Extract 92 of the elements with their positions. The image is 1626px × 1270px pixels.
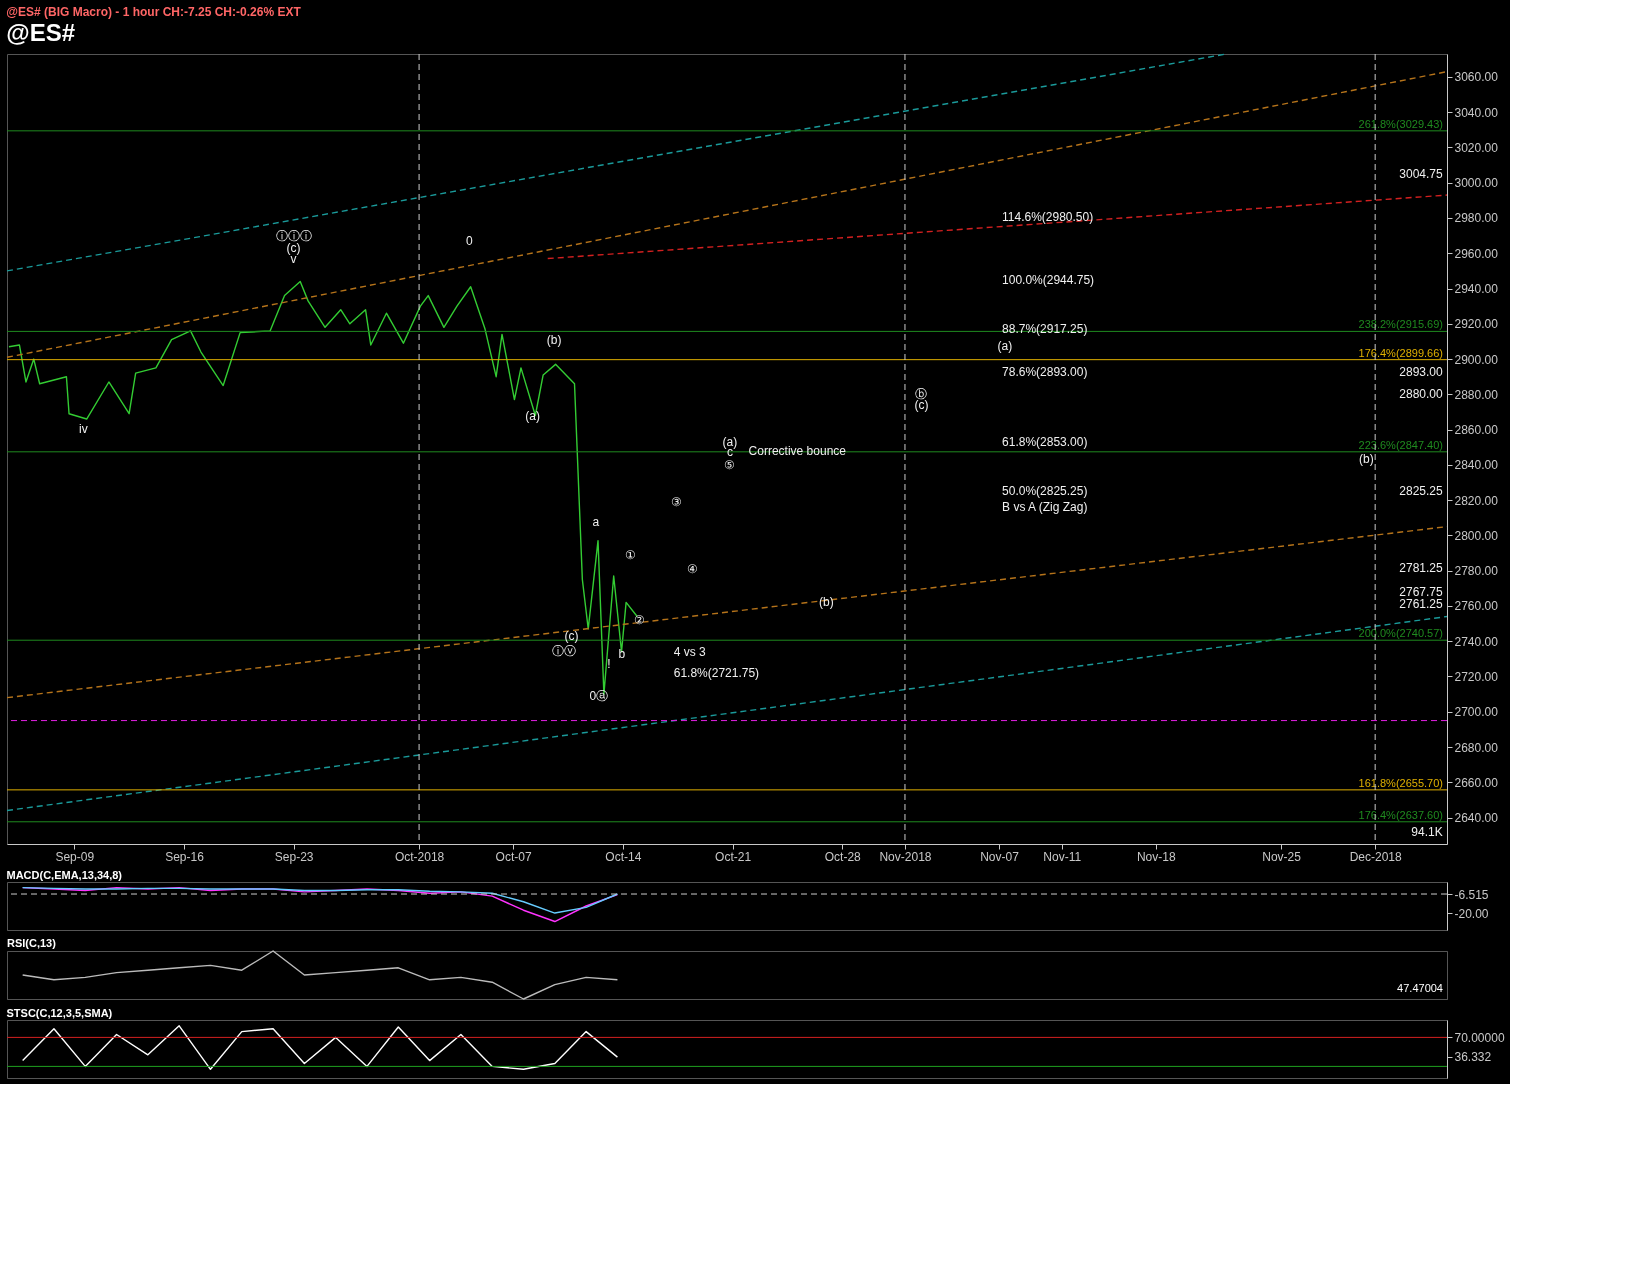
y-tick-label: 70.00000	[1454, 1030, 1505, 1045]
x-tick-label: Oct-28	[824, 849, 862, 864]
y-tick-label: 2740.00	[1454, 634, 1499, 649]
chart-subtitle: @ES#	[6, 19, 76, 47]
y-tick-label: 2720.00	[1454, 669, 1499, 684]
annotation: (b)	[819, 595, 834, 610]
annotation: iv	[78, 422, 88, 437]
annotation: 2767.75	[1399, 584, 1443, 599]
ref-line-label: 176.4%(2637.60)	[1358, 808, 1443, 821]
y-tick-label: 2680.00	[1454, 740, 1499, 755]
annotation: 2880.00	[1399, 387, 1443, 402]
annotation: 61.8%(2853.00)	[1002, 434, 1088, 449]
annotation: a	[592, 514, 600, 529]
x-tick-label: Nov-07	[980, 849, 1020, 864]
annotation: B vs A (Zig Zag)	[1002, 499, 1088, 514]
y-tick-label: 3020.00	[1454, 140, 1499, 155]
annotation: 0ⓐ	[589, 689, 609, 704]
y-tick-label: 2760.00	[1454, 599, 1499, 614]
y-tick-label: -6.515	[1454, 887, 1489, 902]
annotation: (c)	[564, 629, 579, 644]
y-tick-label: 2980.00	[1454, 211, 1499, 226]
x-tick-label: Sep-09	[55, 849, 95, 864]
x-tick-label: Oct-2018	[394, 849, 445, 864]
annotation: 2893.00	[1399, 364, 1443, 379]
y-tick-label: 3060.00	[1454, 70, 1499, 85]
y-tick-label: -20.00	[1454, 906, 1489, 921]
ref-line-label: 223.6%(2847.40)	[1358, 438, 1443, 451]
annotation: ⓘⓘⓘ	[275, 228, 312, 243]
annotation: 4 vs 3	[673, 645, 707, 660]
annotation: ⑤	[724, 457, 736, 472]
annotation: 2781.25	[1399, 561, 1443, 576]
y-tick-label: 2880.00	[1454, 387, 1499, 402]
x-tick-label: Dec-2018	[1349, 849, 1403, 864]
y-tick-label: 2900.00	[1454, 352, 1499, 367]
chart-title: MACD(C,EMA,13,34,8)	[6, 869, 123, 881]
x-tick-label: Nov-25	[1262, 849, 1302, 864]
annotation: ①	[625, 547, 637, 562]
x-tick-label: Nov-11	[1043, 849, 1082, 864]
y-tick-label: 2820.00	[1454, 493, 1499, 508]
chart-title: STSC(C,12,3,5,SMA)	[6, 1007, 113, 1019]
annotation: ③	[671, 494, 683, 509]
y-tick-label: 2660.00	[1454, 775, 1499, 790]
annotation: 61.8%(2721.75)	[673, 666, 760, 681]
annotation: 100.0%(2944.75)	[1002, 272, 1095, 287]
annotation: (a)	[997, 339, 1013, 354]
x-tick-label: Oct-07	[495, 849, 532, 864]
y-tick-label: 2780.00	[1454, 564, 1499, 579]
x-tick-label: Sep-23	[274, 849, 314, 864]
ref-line-label: 161.8%(2655.70)	[1358, 776, 1443, 789]
x-tick-label: Nov-2018	[879, 849, 932, 864]
x-tick-label: Nov-18	[1136, 849, 1176, 864]
annotation: 3004.75	[1399, 167, 1443, 182]
y-tick-label: 2800.00	[1454, 528, 1499, 543]
annotation: 0	[465, 234, 473, 249]
y-tick-label: 3000.00	[1454, 176, 1499, 191]
annotation: (a)	[525, 408, 540, 423]
annotation: (b)	[546, 332, 562, 347]
y-tick-label: 2960.00	[1454, 246, 1499, 261]
x-tick-label: Oct-21	[715, 849, 752, 864]
ref-line-label: 200.0%(2740.57)	[1358, 627, 1443, 640]
ref-line-label: 238.2%(2915.69)	[1358, 318, 1443, 331]
annotation: ②	[633, 613, 645, 628]
annotation: 94.1K	[1411, 825, 1443, 840]
y-tick-label: 2860.00	[1454, 423, 1499, 438]
annotation: b	[618, 646, 626, 661]
x-tick-label: Oct-14	[605, 849, 642, 864]
annotation: ⓘⓥ	[552, 644, 577, 659]
ref-line-label: 261.8%(3029.43)	[1358, 117, 1443, 130]
y-tick-label: 2940.00	[1454, 282, 1499, 297]
y-tick-label: 36.332	[1454, 1050, 1492, 1065]
annotation: Corrective bounce	[748, 443, 847, 458]
annotation: ④	[686, 562, 698, 577]
annotation: 2761.25	[1399, 596, 1443, 611]
y-tick-label: 2640.00	[1454, 811, 1499, 826]
y-tick-label: 2700.00	[1454, 705, 1499, 720]
annotation: 78.6%(2893.00)	[1002, 364, 1088, 379]
annotation: !	[607, 656, 611, 671]
annotation: 47.47004	[1397, 982, 1443, 994]
annotation: 88.7%(2917.25)	[1002, 321, 1088, 336]
x-tick-label: Sep-16	[165, 849, 205, 864]
y-tick-label: 2840.00	[1454, 458, 1499, 473]
line-series	[21, 1025, 619, 1070]
chart-title: RSI(C,13)	[7, 937, 57, 950]
line-series	[21, 886, 619, 914]
ref-line-label: 176.4%(2899.66)	[1358, 346, 1443, 359]
annotation: 114.6%(2980.50)	[1002, 209, 1094, 224]
annotation: (b)	[1359, 452, 1374, 467]
annotation: 50.0%(2825.25)	[1002, 483, 1088, 498]
y-tick-label: 3040.00	[1454, 105, 1499, 120]
annotation: 2825.25	[1399, 483, 1443, 498]
chart-title: @ES# (BIG Macro) - 1 hour CH:-7.25 CH:-0.26% EXT	[6, 5, 302, 20]
y-tick-label: 2920.00	[1454, 317, 1499, 332]
